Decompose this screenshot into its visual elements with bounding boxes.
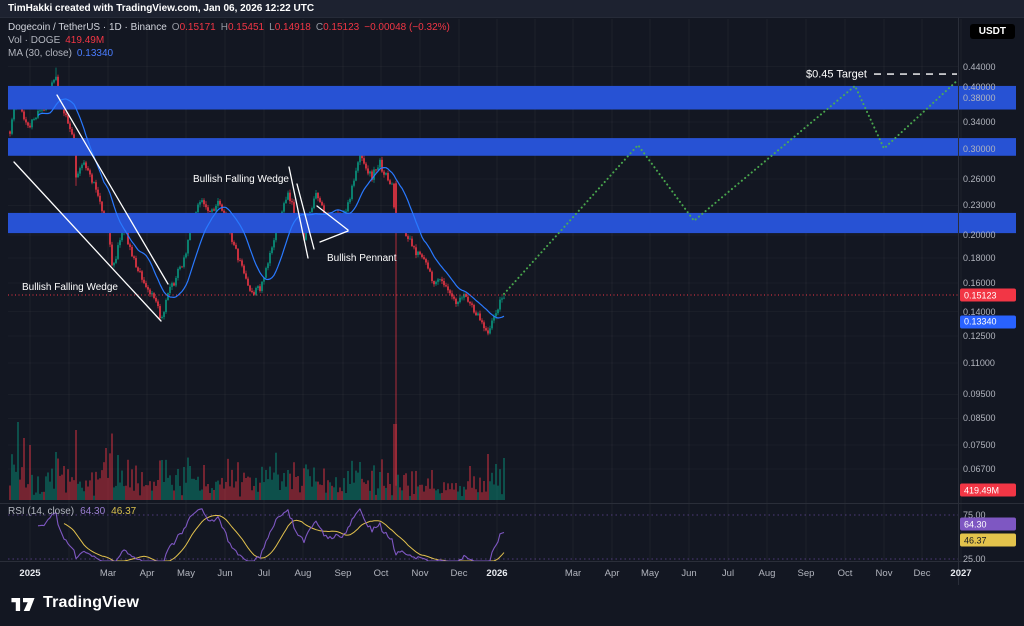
- low-label: L: [269, 22, 275, 33]
- ma-indicator-label: MA (30, close): [8, 48, 72, 59]
- trendline-drawings[interactable]: Bullish Falling Wedge Bullish Falling Wed…: [13, 94, 397, 322]
- price-axis-label: 0.08500: [963, 413, 996, 424]
- time-axis-label: Jul: [721, 568, 735, 579]
- rsi-value-badge: 64.30: [960, 517, 1016, 531]
- time-axis-label: Apr: [139, 568, 155, 579]
- price-axis-label: 0.12500: [963, 330, 996, 341]
- tradingview-logo-text: TradingView: [43, 594, 140, 611]
- price-axis-label: 0.18000: [963, 252, 996, 263]
- time-axis-label: Mar: [99, 568, 117, 579]
- tradingview-logo-icon: [11, 597, 35, 611]
- volume-value-badge: 419.49M: [960, 483, 1016, 497]
- chart-legend: Dogecoin / TetherUS · 1D · Binance O0.151…: [8, 21, 450, 60]
- time-axis-label: Nov: [411, 568, 429, 579]
- symbol-title: Dogecoin / TetherUS · 1D · Binance: [8, 22, 167, 33]
- rsi-axis-label: 75.00: [963, 510, 986, 520]
- price-axis-label: 0.26000: [963, 174, 996, 185]
- time-axis-label: 2026: [486, 568, 508, 579]
- time-axis-label: Jun: [217, 568, 233, 579]
- time-axis-label: Dec: [913, 568, 931, 579]
- open-value: 0.15171: [179, 22, 216, 33]
- projection-path[interactable]: [503, 80, 957, 295]
- ma-indicator-value: 0.13340: [76, 48, 114, 59]
- price-axis[interactable]: 0.44000 0.40000 0.38000 0.34000 0.30000 0.260…: [959, 18, 1024, 585]
- time-axis-label: Nov: [875, 568, 893, 579]
- price-axis-label: 0.20000: [963, 230, 996, 241]
- high-value: 0.15451: [227, 22, 265, 33]
- support-resistance-zones[interactable]: [8, 85, 1016, 234]
- price-axis-label: 0.16000: [963, 277, 996, 288]
- rsi-ma-value-badge: 46.37: [960, 533, 1016, 547]
- price-axis-label: 0.38000: [963, 92, 996, 103]
- time-axis-label: Sep: [797, 568, 815, 579]
- header-credit-bar: TimHakki created with TradingView.com, J…: [0, 0, 1024, 18]
- candles-layer: [9, 67, 505, 486]
- price-target-label: $0.45 Target: [806, 69, 867, 81]
- time-axis-label: 2025: [19, 568, 41, 579]
- close-value: 0.15123: [323, 22, 360, 33]
- price-axis-label: 0.30000: [963, 143, 996, 154]
- rsi-pane: [8, 508, 958, 562]
- time-axis-label: Dec: [450, 568, 468, 579]
- volume-indicator-label: Vol · DOGE: [8, 35, 61, 46]
- rsi-indicator-row[interactable]: RSI (14, close) 64.30 46.37: [8, 506, 136, 517]
- change-value: −0.00048 (−0.32%): [364, 22, 450, 33]
- price-axis-label: 0.40000: [963, 81, 996, 92]
- ma-indicator-row[interactable]: MA (30, close) 0.13340: [8, 47, 450, 60]
- close-label: C: [315, 22, 324, 33]
- price-axis-label: 0.09500: [963, 389, 996, 400]
- time-axis-label: Mar: [564, 568, 582, 579]
- rsi-axis-label: 25.00: [963, 554, 986, 564]
- price-axis-label: 0.07500: [963, 440, 996, 451]
- time-axis-label: Oct: [837, 568, 853, 579]
- time-axis-label: Jul: [257, 568, 271, 579]
- currency-toggle-button[interactable]: USDT: [969, 24, 1015, 39]
- volume-indicator-value: 419.49M: [65, 35, 105, 46]
- high-label: H: [220, 22, 228, 33]
- time-axis-label: Aug: [758, 568, 776, 579]
- ma-line: [37, 98, 505, 319]
- ma-value-badge: 0.13340: [960, 315, 1016, 329]
- pane-separators: [0, 18, 1024, 585]
- price-axis-label: 0.14000: [963, 306, 996, 317]
- price-axis-label: 0.34000: [963, 116, 996, 127]
- price-axis-label: 0.06700: [963, 464, 996, 475]
- low-value: 0.14918: [274, 22, 311, 33]
- time-axis-label: May: [641, 568, 659, 579]
- current-price-badge: 0.15123: [960, 288, 1016, 302]
- time-axis-label: Apr: [604, 568, 620, 579]
- tradingview-logo[interactable]: TradingView: [10, 592, 139, 614]
- open-label: O: [171, 22, 180, 33]
- volume-layer: [9, 422, 505, 500]
- volume-indicator-row[interactable]: Vol · DOGE 419.49M: [8, 34, 450, 47]
- time-axis-label: Aug: [294, 568, 312, 579]
- price-axis-label: 0.23000: [963, 200, 996, 211]
- price-axis-label: 0.44000: [963, 61, 996, 72]
- annotation-label[interactable]: Bullish Falling Wedge: [193, 174, 289, 185]
- annotation-label[interactable]: Bullish Falling Wedge: [22, 282, 118, 293]
- time-axis-label: 2027: [950, 568, 972, 579]
- price-axis-label: 0.11000: [963, 358, 995, 369]
- time-axis-label: May: [177, 568, 195, 579]
- rsi-indicator-label: RSI (14, close): [8, 506, 75, 517]
- time-axis-label: Oct: [373, 568, 389, 579]
- price-target-line[interactable]: $0.45 Target: [806, 69, 957, 81]
- rsi-ma-indicator-value: 46.37: [111, 506, 137, 517]
- time-axis-label: Jun: [681, 568, 697, 579]
- symbol-row[interactable]: Dogecoin / TetherUS · 1D · Binance O0.151…: [8, 21, 450, 34]
- header-credit-text: TimHakki created with TradingView.com, J…: [8, 3, 315, 14]
- time-axis[interactable]: 2025 Mar Apr May Jun Jul Aug Sep Oct Nov Dec 2026 Ma…: [0, 564, 971, 584]
- time-axis-label: Sep: [334, 568, 352, 579]
- annotation-label[interactable]: Bullish Pennant: [327, 253, 397, 264]
- rsi-indicator-value: 64.30: [80, 506, 106, 517]
